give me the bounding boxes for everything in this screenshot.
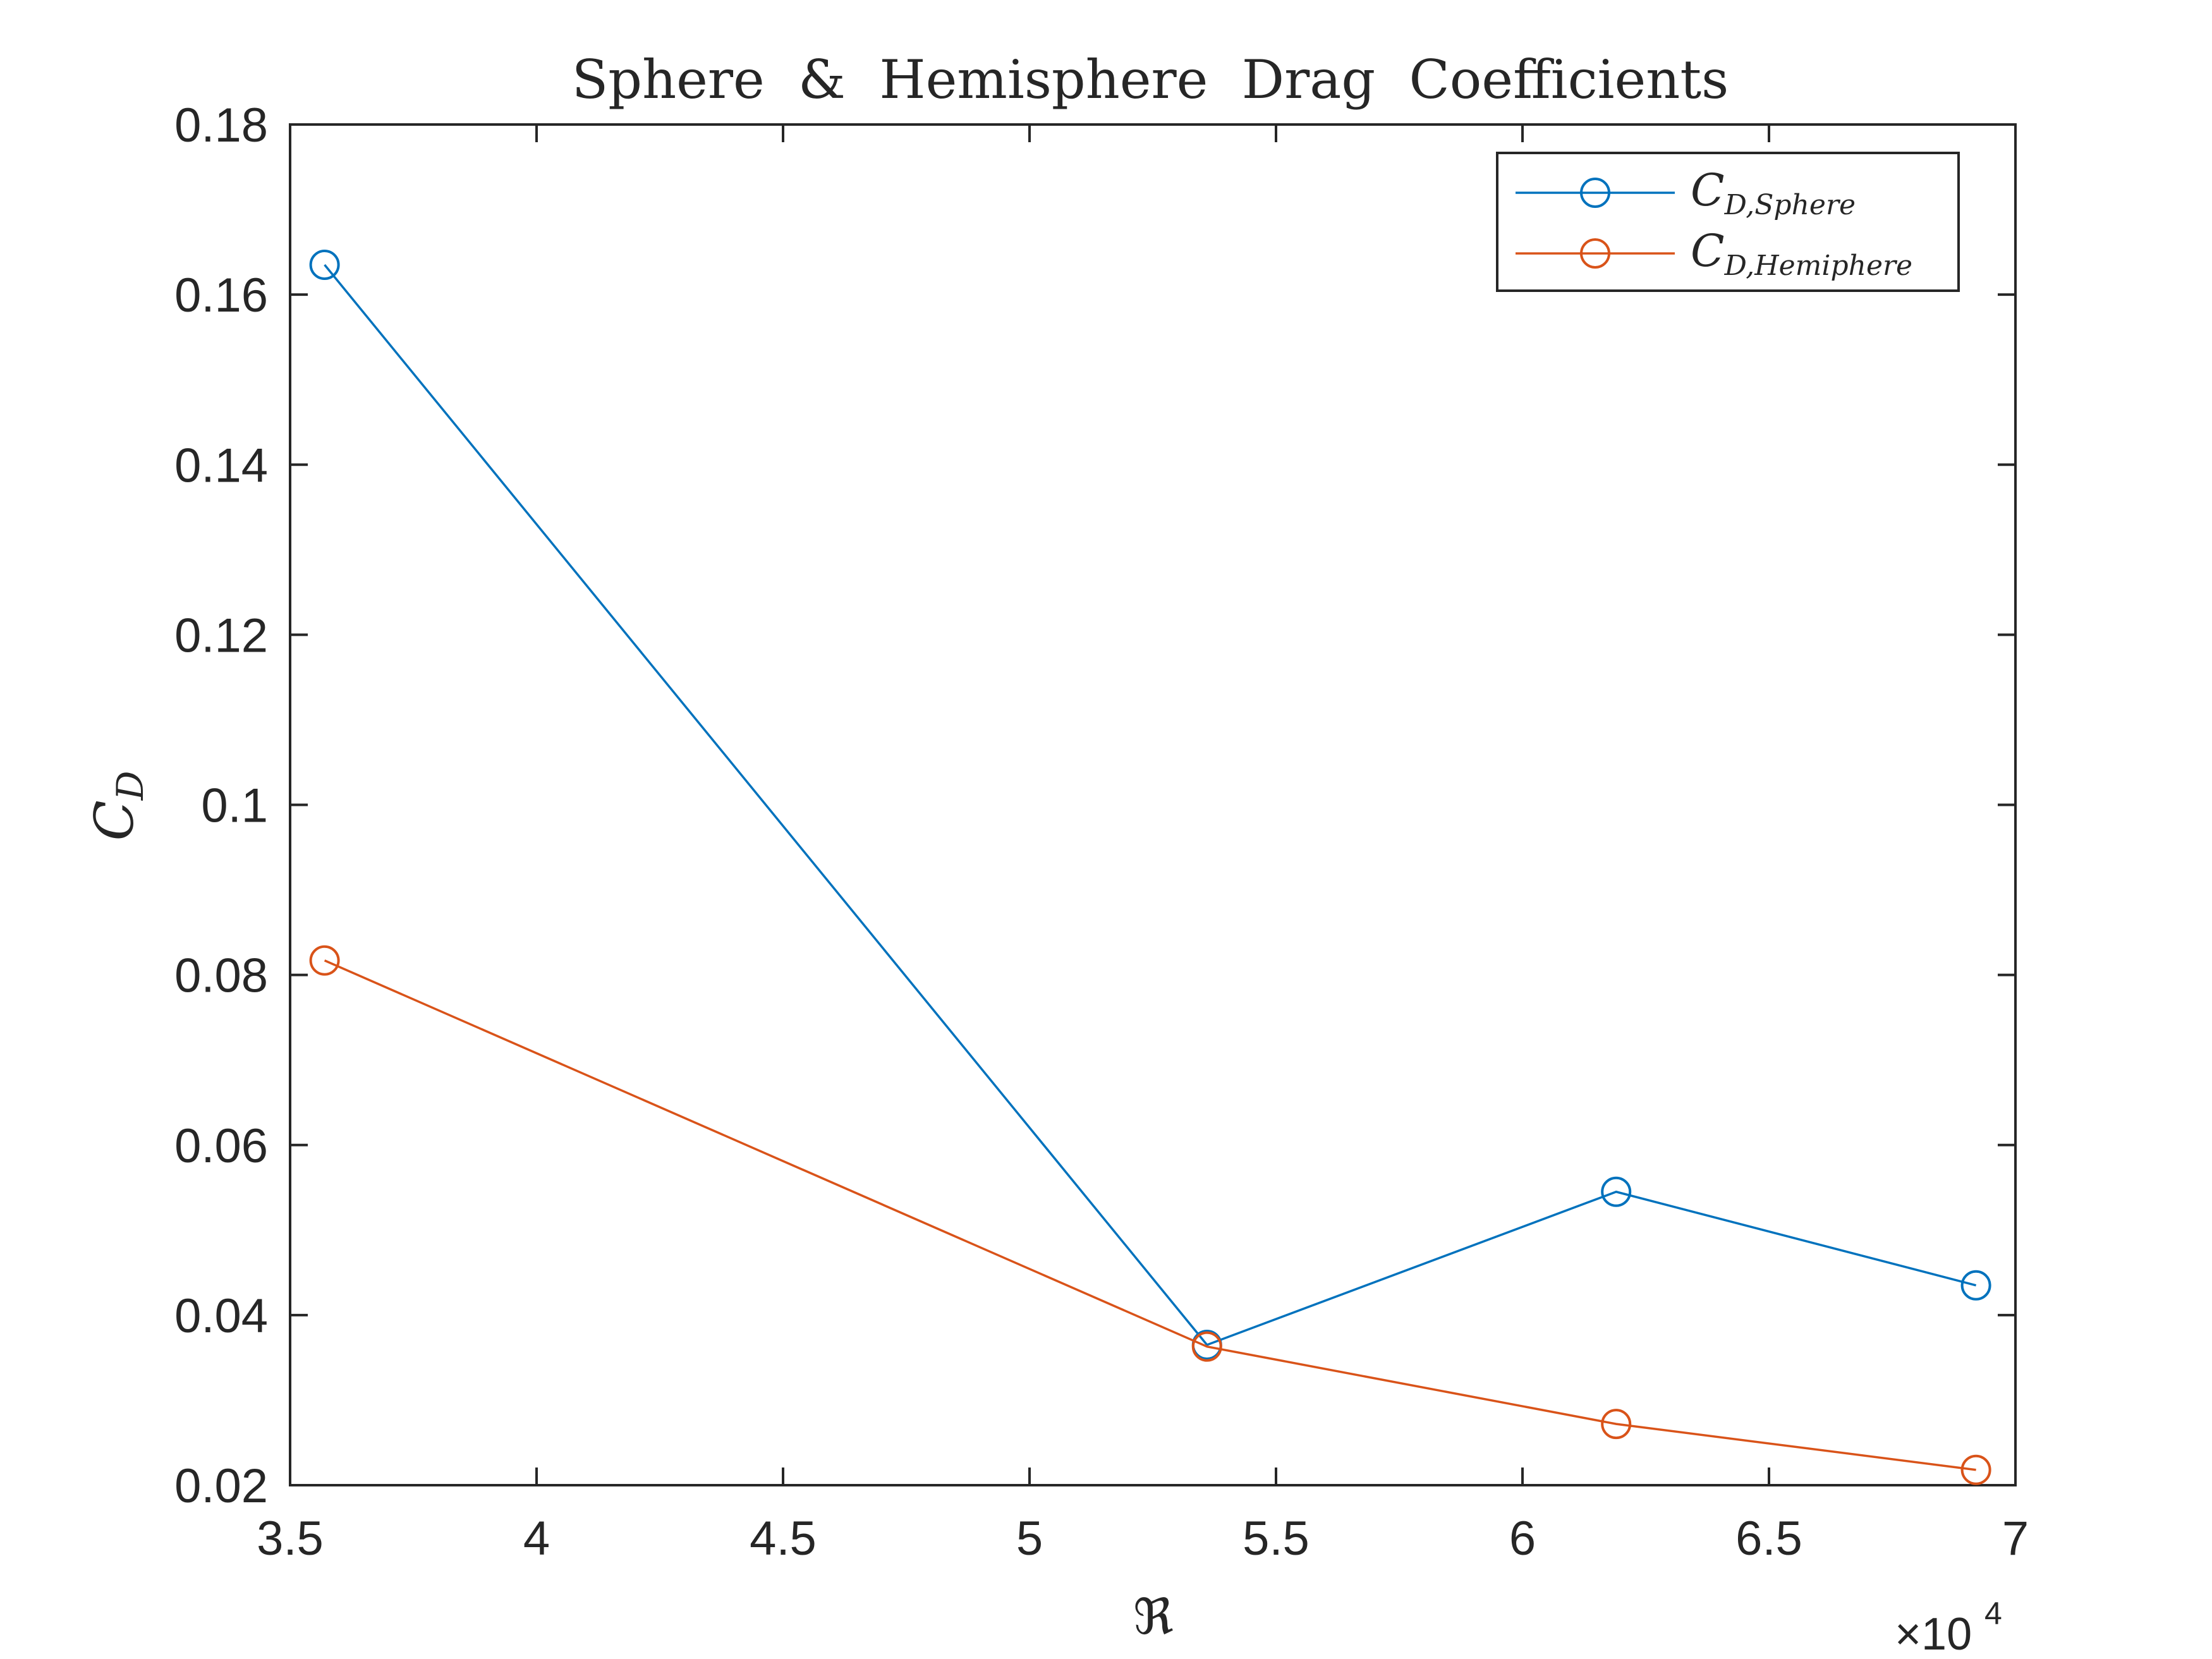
series-1-point [309,945,340,976]
y-tick-labels: 0.02 0.04 0.06 0.08 0.1 0.12 0.14 0.16 0.18 [174,99,268,1513]
x-axis-exponent-power: 4 [1984,1596,2002,1631]
series-line-0 [324,264,1977,1347]
y-tick-label: 0.12 [174,609,268,662]
y-axis-label-subscript: D [109,771,152,801]
x-axis-exponent-base: ×10 [1895,1609,1972,1659]
x-tick-label: 5.5 [1243,1512,1310,1565]
series-0-point [1601,1176,1632,1207]
series-line-1 [324,959,1976,1471]
svg-text:CD: CD [83,771,152,841]
y-tick-label: 0.08 [174,949,268,1003]
x-tick-label: 3.5 [257,1512,324,1565]
y-tick-label: 0.1 [201,779,268,833]
y-axis-label: CD [83,771,152,841]
series-0-point [309,250,340,281]
x-axis-label: ℜ [1133,1589,1174,1646]
x-tick-label: 4.5 [750,1512,817,1565]
legend-label-main: C [1691,164,1725,216]
x-tick-label: 5 [1016,1512,1043,1565]
chart-title: Sphere & Hemisphere Drag Coefficients [572,49,1729,111]
legend-label-0: CD,Sphere [1691,164,1856,221]
y-tick-label: 0.02 [174,1459,268,1513]
y-tick-label: 0.18 [174,99,268,152]
x-tick-label: 4 [523,1512,550,1565]
x-tick-label: 6 [1509,1512,1536,1565]
legend-label-subscript: D,Sphere [1724,189,1856,221]
series-layer [309,250,1991,1485]
series-1-point [1601,1409,1632,1440]
y-tick-label: 0.06 [174,1119,268,1173]
series-0-point [1960,1270,1991,1301]
plot-area [289,123,2017,1486]
x-tick-label: 6.5 [1735,1512,1802,1565]
y-tick-label: 0.04 [174,1289,268,1343]
legend-label-main: C [1691,225,1725,277]
y-axis-label-main: C [83,800,145,841]
legend-box [1496,152,1960,292]
x-tick-labels: 3.5 4 4.5 5 5.5 6 6.5 7 [257,1512,2029,1565]
legend-label-subscript: D,Hemiphere [1724,250,1913,282]
series-1-point [1191,1331,1222,1362]
axes-box [289,123,2017,1486]
x-tick-label: 7 [2002,1512,2029,1565]
legend-label-1: CD,Hemiphere [1691,225,1912,282]
legend-marker-0 [1580,178,1610,208]
y-tick-label: 0.16 [174,269,268,322]
legend-marker-1 [1580,238,1610,269]
series-1-point [1960,1454,1991,1485]
y-tick-label: 0.14 [174,439,268,492]
axis-ticks [289,123,2017,1486]
